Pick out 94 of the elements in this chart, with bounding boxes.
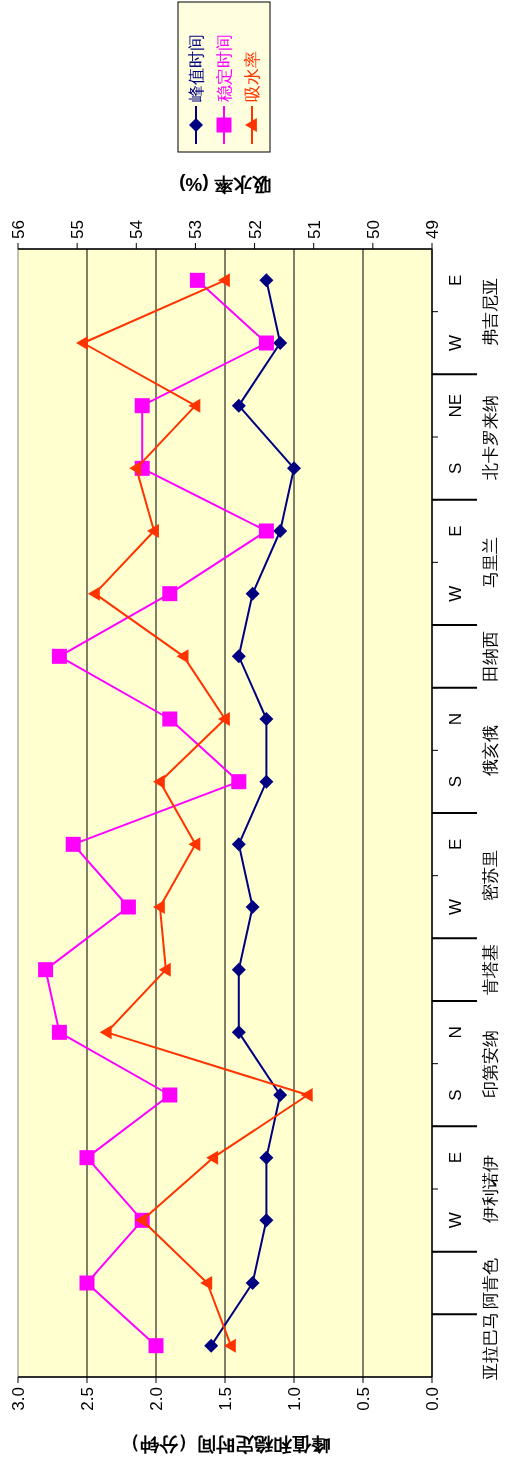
point: [231, 649, 246, 664]
point: [38, 962, 54, 978]
text: 肯塔基: [481, 944, 500, 996]
y-tick-label: W: [446, 334, 465, 352]
text: 弗吉尼亚: [481, 277, 500, 346]
point: [200, 1276, 213, 1290]
point: [51, 648, 67, 664]
point: [287, 461, 301, 476]
y-tick-label: NE: [446, 393, 465, 418]
point: [231, 398, 246, 413]
text: 密苏里: [481, 850, 500, 902]
text: 田纳西: [481, 630, 500, 682]
y-tick-label: W: [446, 898, 465, 916]
point: [245, 1276, 260, 1290]
x2-tick-label: 54: [127, 220, 147, 239]
text: 伊利诺伊: [481, 1155, 500, 1223]
y-tick-label: S: [446, 462, 465, 475]
y-tick-label: S: [446, 1089, 465, 1101]
text: 印第安纳: [481, 1029, 500, 1098]
point: [273, 336, 288, 350]
x2-tick-label: 55: [68, 220, 88, 239]
x-tick-label: 1.5: [216, 1387, 235, 1411]
x2-tick-label: 52: [245, 220, 265, 239]
x2-tick-label: 53: [186, 220, 206, 239]
x2-tick-label: 49: [423, 220, 442, 239]
x-axis-title: 峰值和稳定时间（分钟）: [120, 1434, 330, 1455]
point: [79, 1275, 95, 1291]
point: [206, 1150, 219, 1165]
x2-axis-title: 吸水率 (%): [179, 174, 271, 195]
point: [258, 335, 274, 351]
point: [259, 774, 274, 789]
text: 亚拉巴马: [481, 1311, 500, 1380]
point: [158, 962, 171, 977]
point: [259, 273, 274, 288]
point: [245, 586, 260, 601]
x-tick-label: 0.0: [423, 1387, 442, 1411]
point: [218, 273, 230, 288]
point: [245, 900, 260, 914]
point: [134, 398, 150, 414]
point: [259, 1213, 274, 1228]
x-tick-label: 2.5: [78, 1387, 97, 1411]
point: [129, 461, 142, 476]
point: [231, 962, 246, 977]
y-tick-label: E: [446, 1151, 465, 1164]
y-tick-label: E: [446, 274, 465, 287]
point: [76, 336, 88, 350]
point: [300, 1088, 313, 1102]
legend: 峰值时间 稳定时间 吸水率: [177, 1, 271, 153]
point: [87, 586, 100, 601]
point: [79, 1150, 95, 1166]
y-tick-label: S: [446, 775, 465, 788]
x-tick-label: 0.5: [354, 1387, 373, 1411]
point: [99, 1025, 112, 1040]
point: [223, 1338, 236, 1353]
point: [65, 836, 81, 852]
point: [120, 899, 136, 915]
point: [218, 712, 230, 726]
y-tick-label: W: [446, 1212, 465, 1229]
point: [152, 774, 165, 789]
y-tick-label: E: [446, 525, 465, 537]
y-tick-label: N: [446, 1026, 465, 1039]
point: [204, 1338, 219, 1353]
x-tick-label: 1.0: [285, 1387, 304, 1411]
point: [273, 524, 288, 538]
x-tick-label: 2.0: [147, 1387, 166, 1411]
x2-tick-label: 50: [363, 220, 383, 239]
point: [188, 398, 201, 413]
text: 俄亥俄: [481, 724, 500, 776]
point: [259, 1150, 274, 1165]
point: [162, 711, 178, 727]
x2-tick-label: 56: [9, 220, 28, 239]
text: 马里兰: [481, 536, 500, 588]
y-tick-label: E: [446, 838, 465, 851]
point: [259, 712, 274, 726]
y-tick-label: N: [446, 712, 465, 726]
point: [231, 1025, 246, 1040]
text: 北卡罗来纳: [481, 394, 500, 480]
point: [258, 523, 274, 539]
point: [273, 1088, 288, 1102]
x-tick-label: 3.0: [9, 1387, 28, 1411]
y-tick-label: W: [446, 585, 465, 602]
point: [231, 837, 246, 852]
point: [147, 524, 159, 538]
point: [231, 774, 247, 790]
point: [188, 837, 201, 852]
point: [176, 649, 189, 664]
text: 阿肯色: [481, 1257, 500, 1309]
x2-tick-label: 51: [304, 220, 324, 239]
point: [162, 586, 178, 602]
point: [51, 1024, 67, 1040]
point: [152, 900, 165, 914]
point: [148, 1338, 164, 1354]
point: [189, 272, 205, 288]
point: [162, 1087, 178, 1103]
